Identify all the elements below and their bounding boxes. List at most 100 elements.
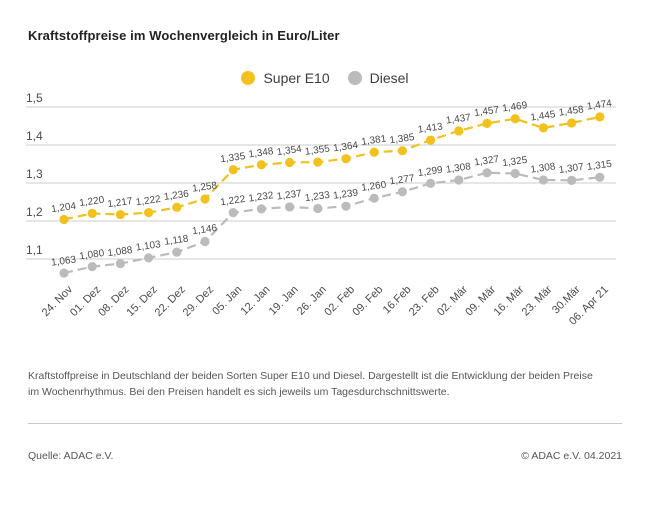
x-axis-tick-label: 05. Jan	[210, 284, 244, 318]
x-axis-tick-label: 02. Mär	[435, 283, 470, 318]
y-axis-tick-label: 1,1	[26, 243, 43, 257]
value-label: 1,299	[417, 165, 444, 179]
chart-legend: Super E10 Diesel	[0, 70, 650, 86]
value-label: 1,325	[502, 155, 529, 169]
data-point	[426, 178, 436, 188]
value-label: 1,220	[79, 195, 106, 209]
value-label: 1,413	[417, 121, 444, 135]
y-axis-tick-label: 1,4	[26, 129, 43, 143]
data-point	[228, 208, 238, 218]
data-point	[144, 208, 154, 218]
value-label: 1,222	[135, 194, 162, 208]
data-point	[200, 194, 210, 204]
data-point	[482, 168, 492, 178]
y-axis-tick-label: 1,5	[26, 92, 43, 105]
value-label: 1,308	[445, 161, 472, 175]
value-label: 1,233	[304, 190, 331, 204]
data-point	[285, 202, 295, 212]
page-title: Kraftstoffpreise im Wochenvergleich in E…	[28, 28, 340, 43]
data-point	[510, 168, 520, 179]
x-axis-tick-label: 29. Dez	[181, 284, 216, 319]
value-label: 1,088	[107, 245, 134, 259]
value-label: 1,381	[361, 133, 388, 147]
data-point	[454, 175, 464, 185]
x-axis-tick-label: 02. Feb	[322, 284, 357, 319]
value-label: 1,354	[276, 144, 303, 158]
value-label: 1,474	[586, 98, 613, 112]
data-point	[313, 157, 323, 167]
source-row: Quelle: ADAC e.V. © ADAC e.V. 04.2021	[28, 450, 622, 462]
data-point	[397, 187, 407, 197]
data-point	[567, 118, 577, 128]
value-label: 1,063	[50, 254, 77, 268]
data-point	[115, 209, 125, 220]
data-point	[341, 154, 351, 164]
series-line-diesel	[63, 171, 600, 275]
value-label: 1,315	[586, 159, 613, 173]
data-point	[115, 258, 125, 269]
x-axis-tick-label: 23. Mär	[520, 283, 555, 318]
super-e10-dot-icon	[241, 71, 256, 85]
data-point	[172, 247, 182, 257]
data-point	[87, 208, 97, 218]
value-label: 1,355	[304, 143, 331, 157]
value-label: 1,103	[135, 239, 162, 253]
x-axis-tick-label: 12. Jan	[239, 284, 273, 318]
value-label: 1,146	[191, 223, 218, 237]
data-point	[200, 236, 210, 247]
copyright-text: © ADAC e.V. 04.2021	[521, 450, 622, 462]
value-label: 1,437	[445, 112, 472, 126]
data-point	[228, 165, 238, 175]
data-point	[595, 112, 605, 122]
data-point	[313, 203, 323, 214]
data-point	[426, 135, 436, 145]
value-label: 1,364	[332, 140, 359, 154]
value-label: 1,236	[163, 189, 190, 203]
value-label: 1,307	[558, 162, 585, 176]
value-label: 1,327	[473, 154, 500, 168]
y-axis-tick-label: 1,3	[26, 167, 43, 181]
data-point	[595, 172, 605, 182]
x-axis-tick-label: 16. Mär	[491, 283, 526, 318]
data-point	[144, 253, 154, 263]
value-label: 1,080	[79, 248, 106, 262]
legend-label-diesel: Diesel	[369, 70, 409, 86]
y-axis-tick-label: 1,2	[26, 205, 43, 219]
data-point	[567, 175, 577, 185]
chart-description: Kraftstoffpreise in Deutschland der beid…	[28, 370, 593, 398]
value-label: 1,217	[107, 196, 134, 210]
value-label: 1,118	[164, 233, 190, 247]
legend-item-diesel: Diesel	[347, 70, 409, 86]
data-point	[369, 147, 379, 157]
value-label: 1,385	[389, 132, 416, 146]
data-point	[482, 118, 492, 128]
value-label: 1,469	[502, 100, 529, 114]
value-label: 1,260	[361, 179, 388, 193]
source-text: Quelle: ADAC e.V.	[28, 450, 114, 462]
value-label: 1,348	[248, 146, 275, 160]
value-label: 1,237	[276, 188, 303, 202]
value-label: 1,204	[50, 201, 77, 215]
value-label: 1,458	[558, 104, 585, 118]
data-point	[538, 123, 549, 133]
data-point	[87, 262, 97, 272]
legend-label-super-e10: Super E10	[263, 70, 330, 86]
series-line-super-e10	[63, 115, 601, 221]
data-point	[341, 201, 351, 211]
x-axis-tick-label: 09. Feb	[350, 284, 385, 319]
data-point	[256, 160, 266, 170]
value-label: 1,222	[220, 194, 247, 208]
value-label: 1,258	[191, 180, 218, 194]
diesel-dot-icon	[347, 71, 362, 85]
data-point	[256, 204, 266, 214]
value-label: 1,239	[332, 187, 359, 201]
x-axis-tick-label: 09. Mär	[463, 283, 498, 318]
data-point	[172, 202, 182, 212]
data-point	[59, 214, 69, 225]
data-point	[454, 126, 464, 136]
value-label: 1,277	[389, 173, 416, 187]
data-point	[397, 146, 407, 156]
data-point	[510, 114, 520, 124]
